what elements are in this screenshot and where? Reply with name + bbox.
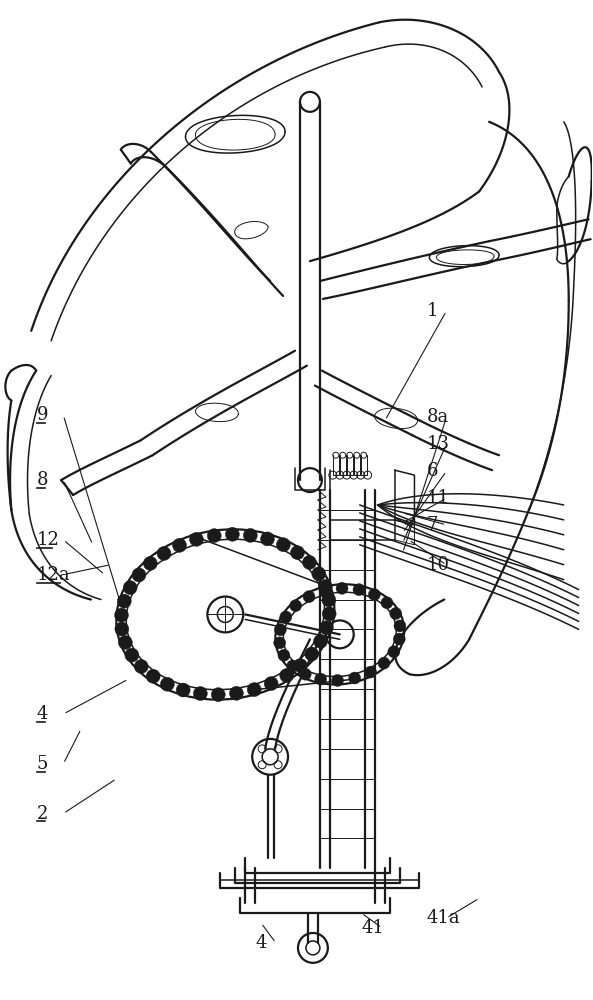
Text: 6: 6 <box>426 462 438 480</box>
Circle shape <box>322 593 336 607</box>
Circle shape <box>119 636 132 649</box>
Circle shape <box>378 657 390 669</box>
Circle shape <box>302 555 317 569</box>
Text: 13: 13 <box>426 435 449 453</box>
Text: 9: 9 <box>37 406 48 424</box>
Circle shape <box>319 585 331 597</box>
Circle shape <box>276 538 291 552</box>
Circle shape <box>229 686 243 700</box>
Circle shape <box>134 660 148 673</box>
Circle shape <box>117 594 131 608</box>
Circle shape <box>314 634 327 648</box>
Text: 12a: 12a <box>37 566 71 584</box>
Circle shape <box>289 600 302 612</box>
Circle shape <box>208 529 221 543</box>
Text: 1: 1 <box>426 302 438 320</box>
Circle shape <box>125 648 139 662</box>
Circle shape <box>157 546 171 560</box>
Circle shape <box>318 579 332 593</box>
Text: 10: 10 <box>426 556 449 574</box>
Text: 12: 12 <box>37 531 60 549</box>
Circle shape <box>349 672 361 684</box>
Circle shape <box>132 568 146 582</box>
Circle shape <box>193 687 208 700</box>
Circle shape <box>144 556 157 570</box>
Circle shape <box>331 674 343 686</box>
Text: 4: 4 <box>255 934 267 952</box>
Circle shape <box>303 591 315 603</box>
Text: 8a: 8a <box>426 408 448 426</box>
Circle shape <box>264 677 278 691</box>
Circle shape <box>365 666 377 678</box>
Circle shape <box>381 597 393 609</box>
Circle shape <box>294 659 307 672</box>
Circle shape <box>275 624 286 636</box>
Circle shape <box>368 589 380 601</box>
Text: 11: 11 <box>426 489 449 507</box>
Circle shape <box>176 683 190 697</box>
Circle shape <box>146 669 160 683</box>
Text: 2: 2 <box>37 805 48 823</box>
Circle shape <box>115 622 129 636</box>
Circle shape <box>225 527 240 541</box>
Circle shape <box>247 683 261 697</box>
Circle shape <box>123 581 137 595</box>
Circle shape <box>336 582 348 594</box>
Circle shape <box>305 647 318 661</box>
Circle shape <box>299 668 311 680</box>
Circle shape <box>388 646 400 658</box>
Circle shape <box>353 584 365 596</box>
Circle shape <box>280 611 292 623</box>
Circle shape <box>280 669 294 682</box>
Circle shape <box>260 532 275 546</box>
Circle shape <box>160 677 174 691</box>
Circle shape <box>322 607 336 621</box>
Circle shape <box>320 621 333 635</box>
Text: 7: 7 <box>426 516 438 534</box>
Circle shape <box>274 637 286 649</box>
Circle shape <box>114 608 129 622</box>
Circle shape <box>291 546 304 560</box>
Circle shape <box>394 620 406 632</box>
Text: 4: 4 <box>37 705 48 723</box>
Text: 5: 5 <box>37 755 48 773</box>
Circle shape <box>173 538 186 552</box>
Circle shape <box>390 608 401 619</box>
Circle shape <box>278 649 290 661</box>
Circle shape <box>243 528 257 542</box>
Circle shape <box>211 688 225 702</box>
Text: 41: 41 <box>361 919 384 937</box>
Circle shape <box>393 633 405 645</box>
Circle shape <box>315 673 327 685</box>
Circle shape <box>286 660 299 672</box>
Text: 8: 8 <box>37 471 48 489</box>
Circle shape <box>190 532 203 546</box>
Text: 41a: 41a <box>426 909 460 927</box>
Circle shape <box>312 567 326 581</box>
